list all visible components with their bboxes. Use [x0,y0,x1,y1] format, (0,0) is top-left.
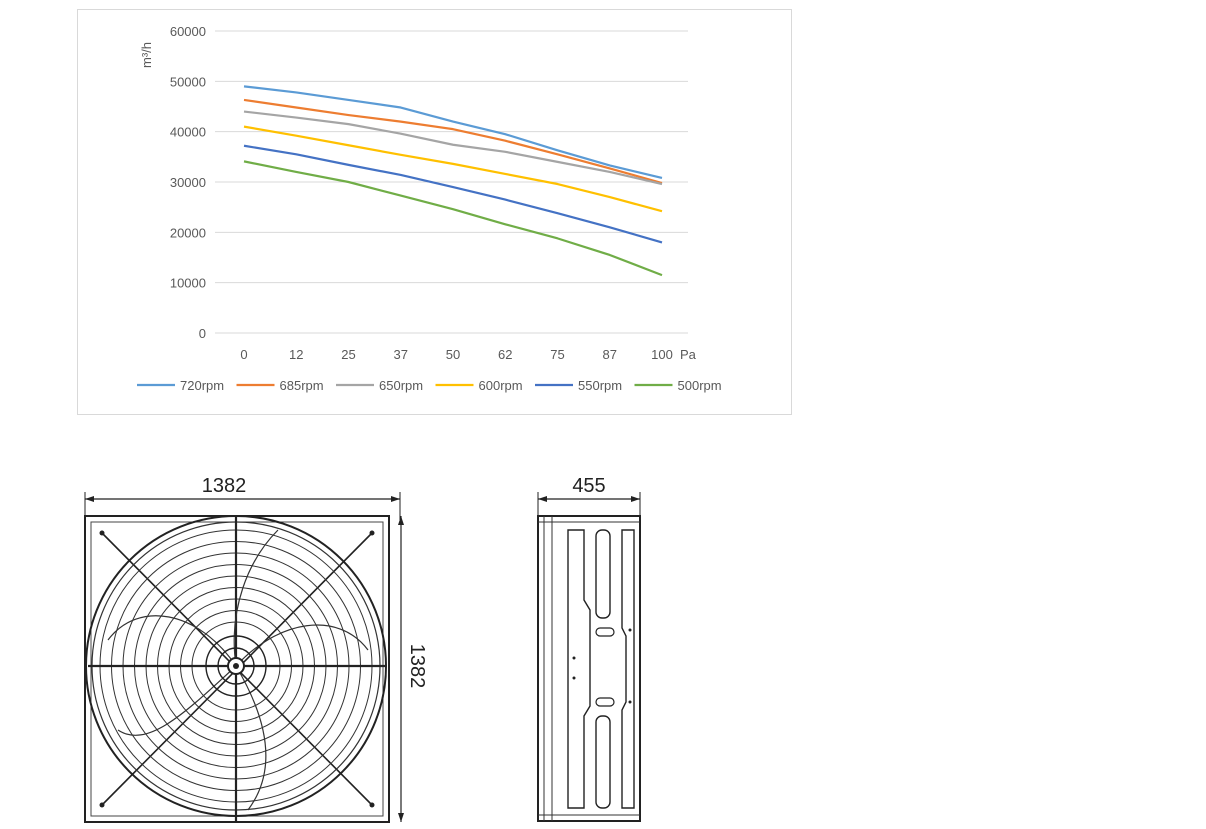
x-tick-label: 62 [498,347,512,362]
x-axis-unit: Pa [680,347,697,362]
series-line-600rpm [243,125,663,213]
chart-legend: 720rpm 685rpm 650rpm 600rpm 550rpm 500rpm [137,378,722,393]
x-tick-label: 100 [651,347,673,362]
y-axis-label: m³/h [139,42,154,68]
y-tick-label: 50000 [170,74,206,89]
series-line-550rpm [243,144,663,244]
y-tick-label: 0 [199,326,206,341]
y-tick-label: 30000 [170,175,206,190]
x-tick-label: 12 [289,347,303,362]
side-view-drawing: 455 [537,475,641,822]
series-line-650rpm [243,110,663,186]
x-tick-label: 75 [550,347,564,362]
y-tick-label: 60000 [170,24,206,39]
series-line-720rpm [243,85,663,180]
x-tick-label: 37 [394,347,408,362]
legend-label: 550rpm [578,378,622,393]
chart-series-lines [243,85,663,277]
front-view-drawing: 1382 1382 [84,475,428,823]
front-height-dimension: 1382 [406,644,428,689]
front-width-dimension: 1382 [202,475,247,497]
series-line-500rpm [243,160,663,277]
series-line-685rpm [243,98,663,185]
chart-frame [77,9,792,415]
performance-chart: 0 10000 20000 30000 40000 50000 60000 0 12 25 37 5… [137,24,722,393]
y-axis-ticks: 0 10000 20000 30000 40000 50000 60000 [170,24,206,341]
x-tick-label: 25 [341,347,355,362]
x-axis-ticks: 0 12 25 37 50 62 75 87 100 [240,347,672,362]
y-tick-label: 10000 [170,276,206,291]
legend-label: 685rpm [280,378,324,393]
legend-label: 650rpm [379,378,423,393]
x-tick-label: 50 [446,347,460,362]
chart-grid [215,30,688,334]
legend-label: 500rpm [678,378,722,393]
legend-label: 720rpm [180,378,224,393]
y-tick-label: 40000 [170,125,206,140]
x-tick-label: 0 [240,347,247,362]
x-tick-label: 87 [603,347,617,362]
legend-label: 600rpm [479,378,523,393]
y-tick-label: 20000 [170,225,206,240]
side-depth-dimension: 455 [572,475,605,497]
